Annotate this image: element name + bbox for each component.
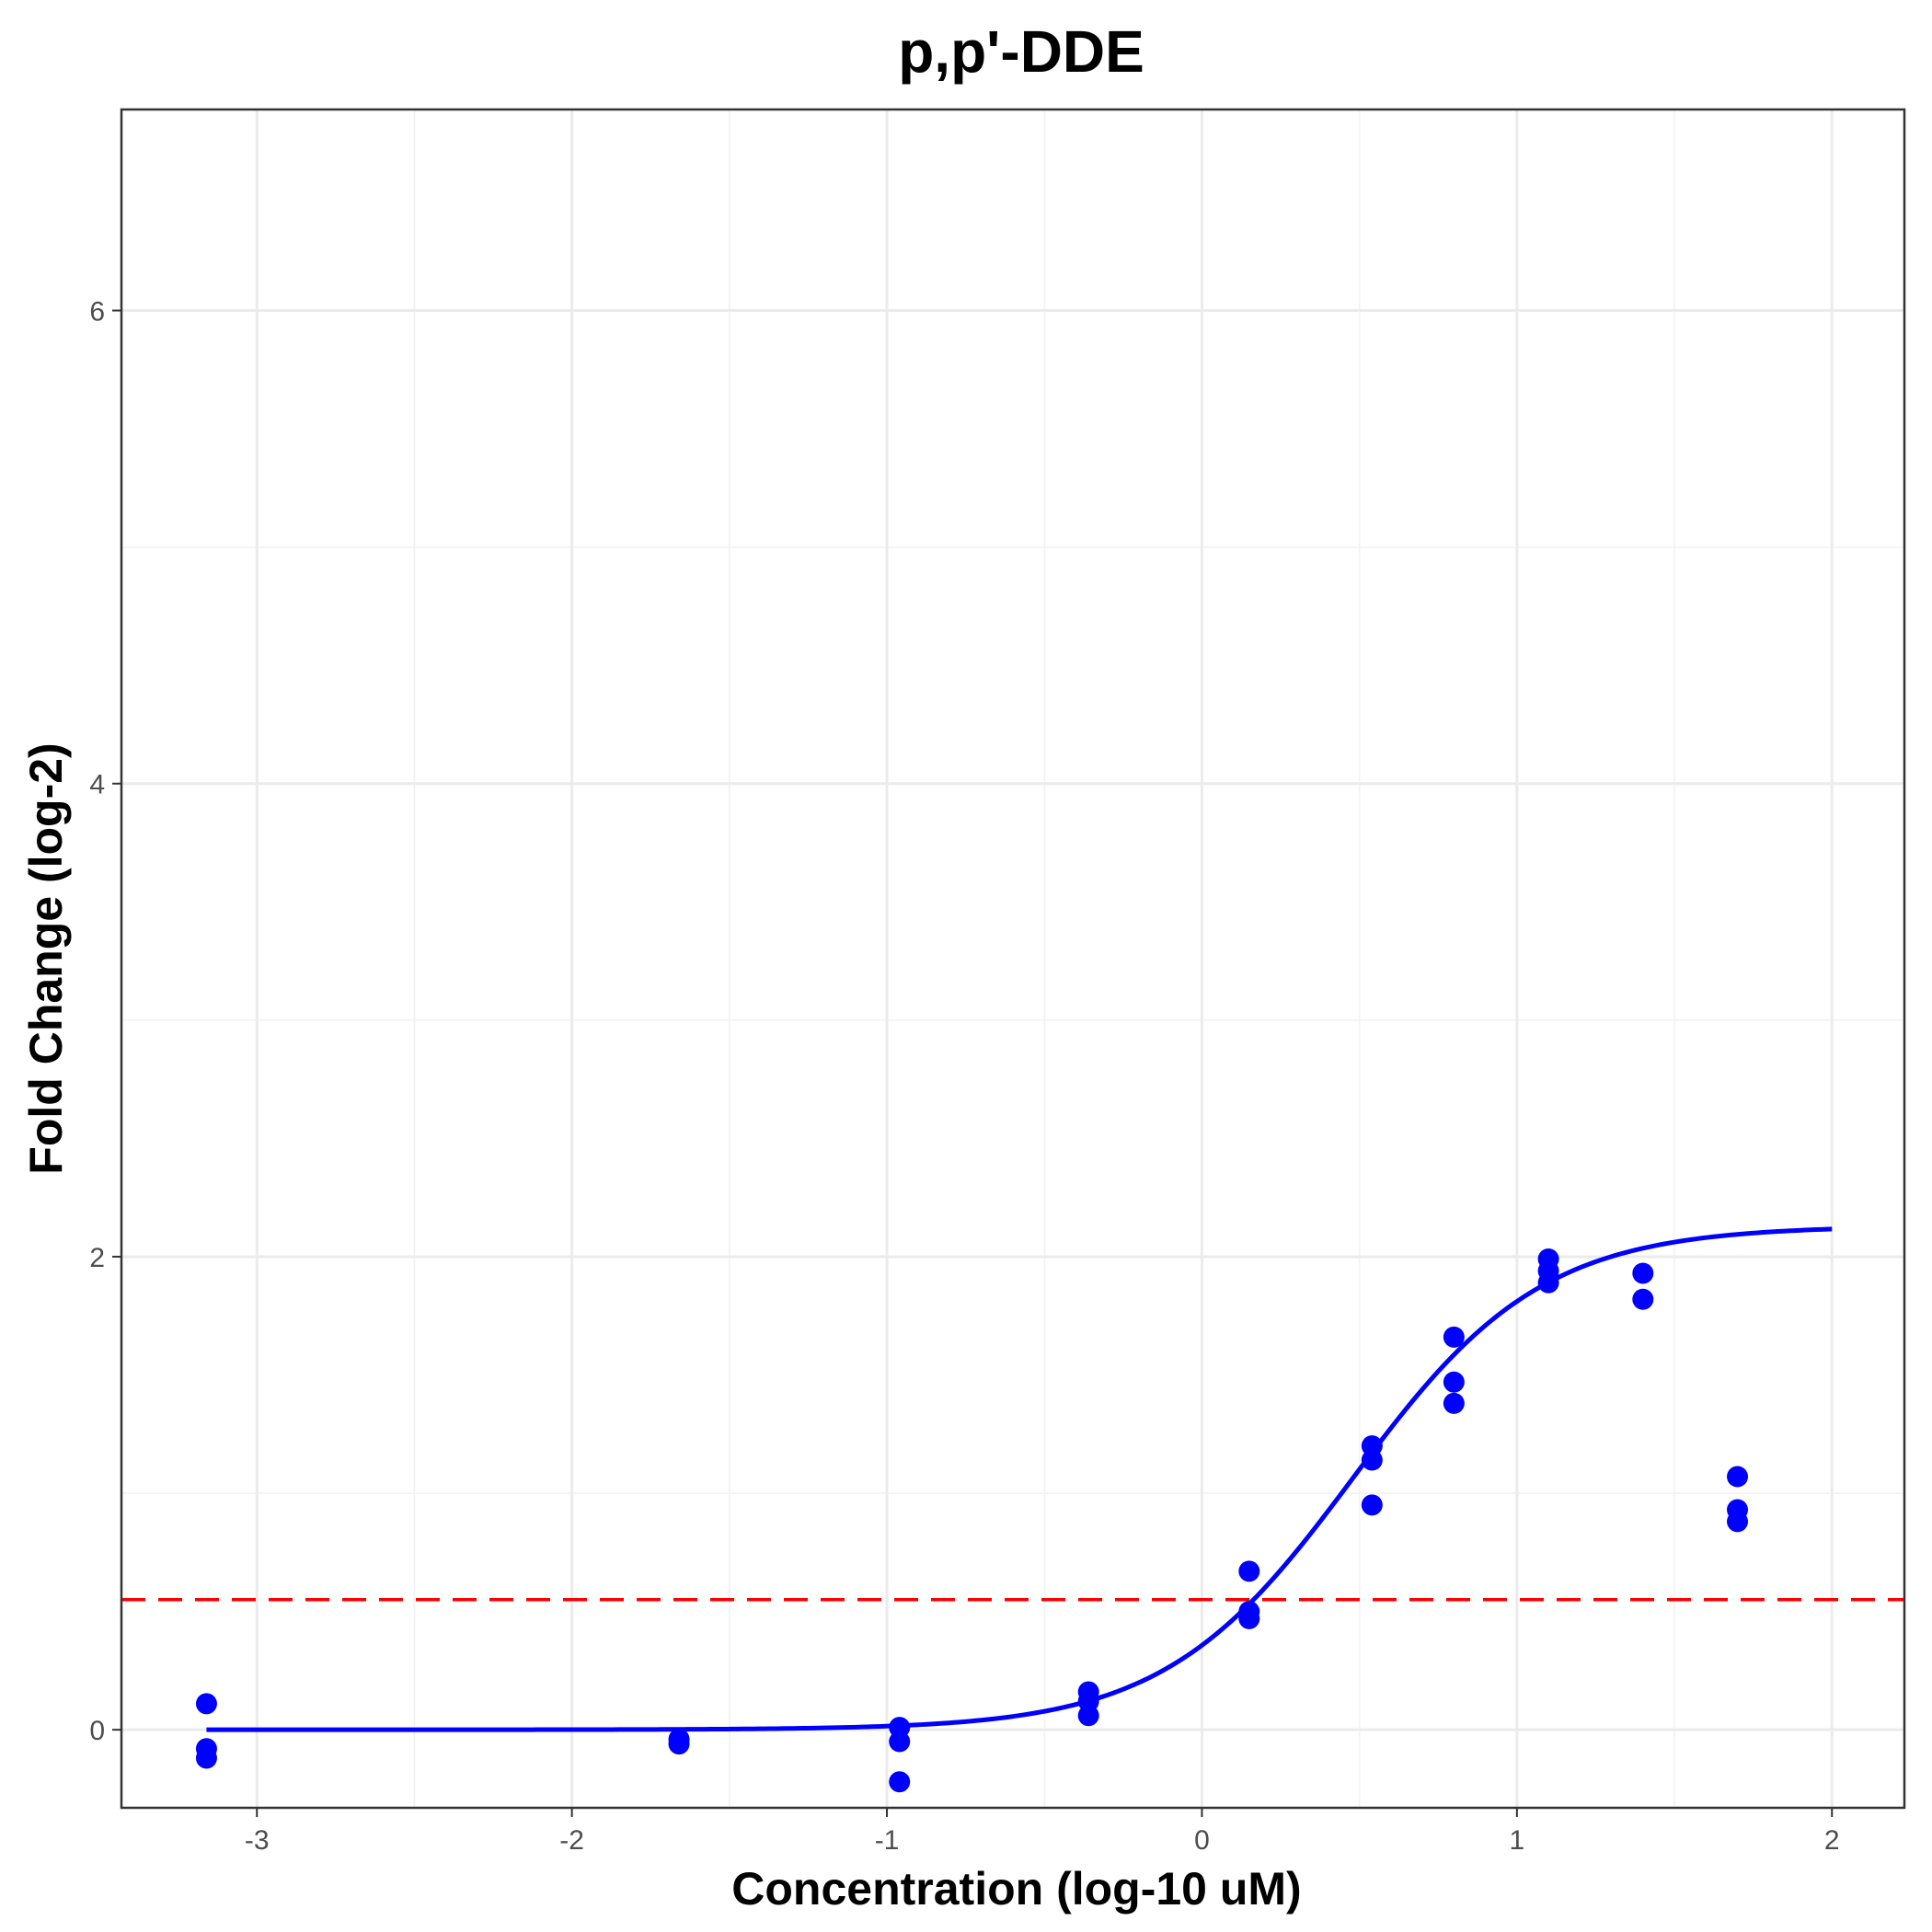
data-point [1077, 1705, 1099, 1727]
data-point [1443, 1326, 1465, 1348]
y-axis-ticks: 0 2 4 6 [89, 297, 121, 1746]
y-tick-label: 6 [89, 297, 105, 328]
data-point [1727, 1511, 1749, 1533]
x-tick-label: 1 [1510, 1825, 1525, 1856]
data-point [1361, 1494, 1383, 1516]
x-tick-label: 0 [1194, 1825, 1210, 1856]
y-tick-label: 0 [89, 1716, 105, 1746]
data-point [1632, 1262, 1654, 1284]
panel-border [120, 108, 1906, 1810]
x-tick-label: -2 [559, 1825, 584, 1856]
x-tick-label: 2 [1824, 1825, 1840, 1856]
data-point [1238, 1560, 1260, 1582]
x-tick-label: -3 [245, 1825, 270, 1856]
data-point [195, 1693, 217, 1715]
data-point [889, 1771, 911, 1793]
y-axis-title: Fold Change (log-2) [20, 742, 72, 1174]
data-point [668, 1733, 690, 1755]
data-point [1238, 1607, 1260, 1629]
fit-curve [206, 1226, 1833, 1732]
data-point [1361, 1449, 1383, 1471]
y-tick-label: 4 [89, 770, 105, 800]
data-point [1632, 1288, 1654, 1310]
x-axis-ticks: -3 -2 -1 0 1 2 [245, 1808, 1840, 1856]
y-tick-label: 2 [89, 1243, 105, 1273]
grid-minor-lines [121, 109, 1904, 1808]
data-points [195, 1248, 1749, 1793]
grid-major-lines [121, 109, 1904, 1808]
data-point [1443, 1392, 1465, 1414]
data-point [195, 1747, 217, 1769]
x-tick-label: -1 [875, 1825, 900, 1856]
chart-title: p,p'-DDE [898, 18, 1144, 85]
data-point [1537, 1271, 1559, 1294]
data-point [1727, 1466, 1749, 1488]
data-point [1443, 1371, 1465, 1393]
fit-curve-group [206, 1226, 1833, 1732]
x-axis-title: Concentration (log-10 uM) [731, 1863, 1301, 1915]
data-point [889, 1731, 911, 1753]
